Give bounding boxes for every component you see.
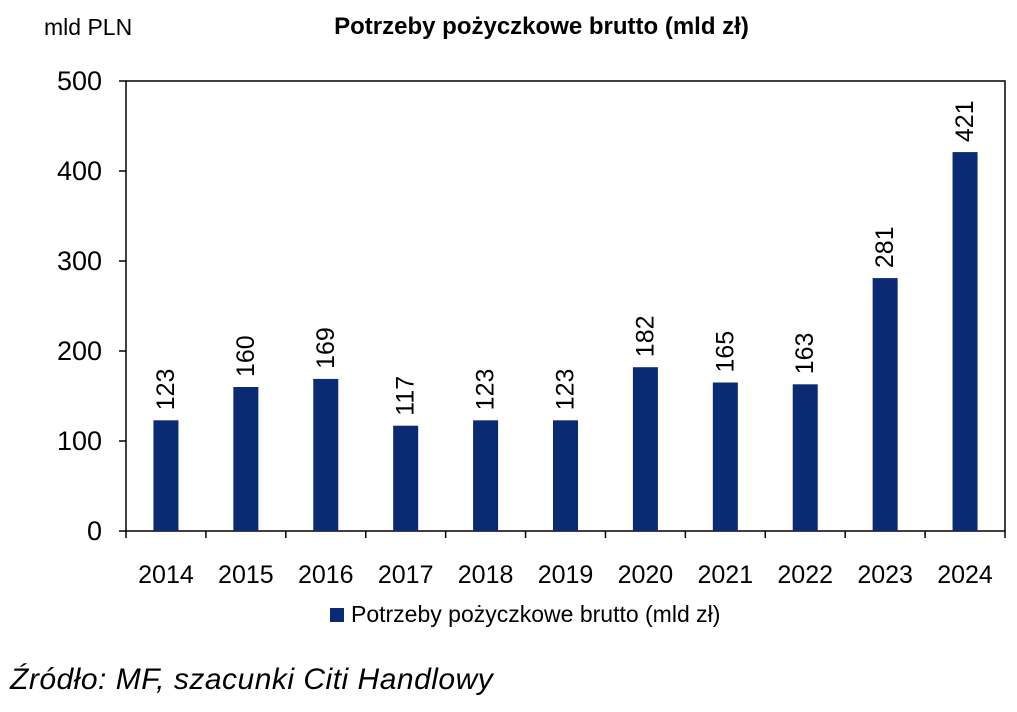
y-tick-label: 300 (57, 246, 102, 276)
data-label: 123 (552, 369, 580, 411)
data-label: 421 (951, 100, 979, 142)
y-tick-label: 100 (57, 426, 102, 456)
bar-2016 (313, 378, 339, 531)
data-label: 165 (711, 331, 739, 373)
source-note: Źródło: MF, szacunki Citi Handlowy (10, 663, 494, 696)
bar-2024 (952, 152, 978, 531)
legend: Potrzeby pożyczkowe brutto (mld zł) (330, 601, 720, 628)
bar-2020 (632, 367, 658, 531)
bar-2014 (153, 420, 179, 531)
data-label: 169 (312, 327, 340, 369)
x-tick-label: 2016 (298, 561, 354, 589)
y-tick-label: 400 (57, 156, 102, 186)
legend-swatch (330, 607, 344, 622)
x-tick-label: 2022 (777, 561, 833, 589)
x-tick-label: 2023 (857, 561, 913, 589)
bar-2017 (393, 425, 419, 531)
y-tick-label: 0 (87, 516, 102, 546)
data-label: 123 (152, 369, 180, 411)
bar-2022 (792, 384, 818, 531)
x-tick-label: 2019 (538, 561, 594, 589)
x-tick-label: 2020 (618, 561, 674, 589)
data-label: 281 (871, 226, 899, 268)
data-label: 163 (791, 333, 819, 375)
y-axis-unit-label: mld PLN (44, 14, 133, 40)
x-tick-label: 2018 (458, 561, 514, 589)
bar-2023 (872, 278, 898, 531)
y-tick-label: 500 (57, 66, 102, 96)
bar-2018 (473, 420, 499, 531)
data-label: 123 (472, 369, 500, 411)
data-label: 117 (392, 376, 420, 416)
x-tick-label: 2015 (218, 561, 274, 589)
bar-2015 (233, 387, 259, 531)
x-tick-label: 2021 (698, 561, 754, 589)
legend-label: Potrzeby pożyczkowe brutto (mld zł) (351, 601, 721, 627)
chart-title: Potrzeby pożyczkowe brutto (mld zł) (334, 13, 749, 40)
x-tick-label: 2024 (937, 561, 993, 589)
bar-2019 (553, 420, 578, 531)
x-tick-label: 2017 (378, 561, 434, 589)
y-tick-label: 200 (57, 336, 102, 366)
data-label: 182 (631, 315, 659, 357)
bar-2021 (712, 382, 738, 531)
x-tick-label: 2014 (138, 561, 194, 589)
data-label: 160 (232, 335, 260, 377)
